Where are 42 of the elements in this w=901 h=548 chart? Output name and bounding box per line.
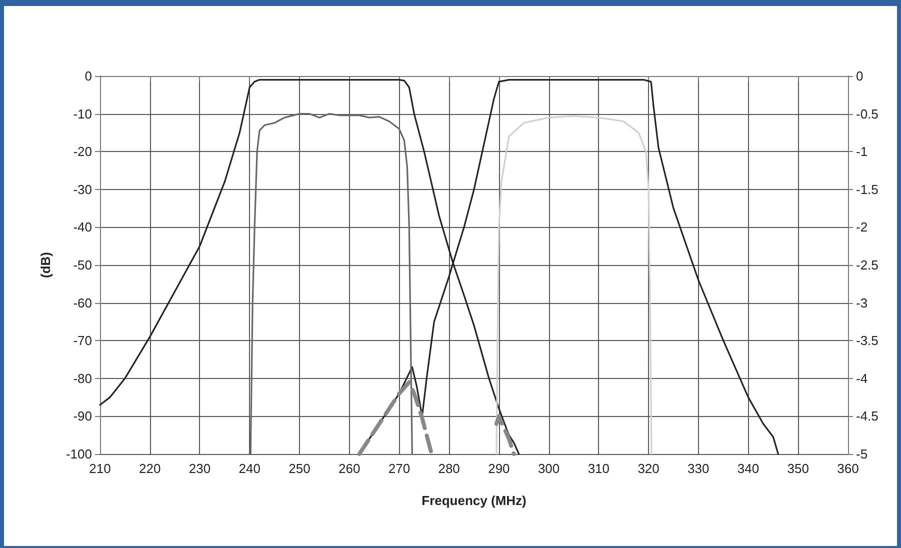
x-tick-label: 250 (288, 461, 310, 476)
y-tick-label: -70 (73, 333, 92, 348)
x-axis-title: Frequency (MHz) (422, 493, 526, 508)
y-tick-label: -80 (73, 370, 92, 386)
x-tick-label: 240 (238, 461, 260, 476)
x-tick-label: 310 (588, 461, 610, 476)
y2-tick-label: 0 (856, 68, 864, 84)
y-tick-label: -100 (66, 446, 92, 462)
y-axis-title: (dB) (38, 252, 53, 278)
x-tick-label: 230 (188, 461, 211, 476)
line-series (496, 115, 652, 455)
y-tick-label: -50 (73, 258, 92, 272)
y2-tick-label: -4 (856, 370, 868, 386)
y2-tick-label: -0.5 (856, 106, 878, 122)
x-tick-label: 210 (89, 461, 111, 476)
y-tick-label: -40 (73, 220, 92, 235)
x-tick-label: 360 (837, 461, 859, 476)
x-tick-label: 350 (787, 461, 809, 476)
x-tick-label: 330 (688, 461, 710, 476)
line-series (250, 113, 413, 455)
y-tick-label: -60 (73, 295, 92, 310)
y-tick-label: -30 (73, 182, 92, 197)
y-tick-label: -20 (73, 144, 92, 160)
y2-tick-label: -2 (856, 220, 868, 235)
x-tick-label: 260 (338, 461, 360, 476)
x-tick-label: 300 (538, 461, 560, 476)
x-tick-label: 290 (488, 461, 510, 476)
y2-tick-label: -3.5 (856, 333, 878, 348)
y2-tick-label: -3 (856, 295, 868, 310)
y-tick-label: -90 (73, 408, 92, 424)
y2-tick-label: -1.5 (856, 182, 878, 197)
y-tick-label: 0 (84, 68, 92, 84)
x-tick-label: 340 (737, 461, 760, 476)
x-tick-label: 320 (638, 461, 660, 476)
y2-tick-label: -4.5 (856, 408, 878, 424)
y-tick-label: -10 (73, 106, 92, 122)
x-tick-label: 280 (438, 461, 460, 476)
y2-tick-label: -2.5 (856, 258, 878, 272)
y2-tick-label: -5 (856, 446, 868, 462)
x-tick-label: 220 (139, 461, 161, 476)
x-tick-label: 270 (388, 461, 410, 476)
y2-tick-label: -1 (856, 144, 868, 160)
